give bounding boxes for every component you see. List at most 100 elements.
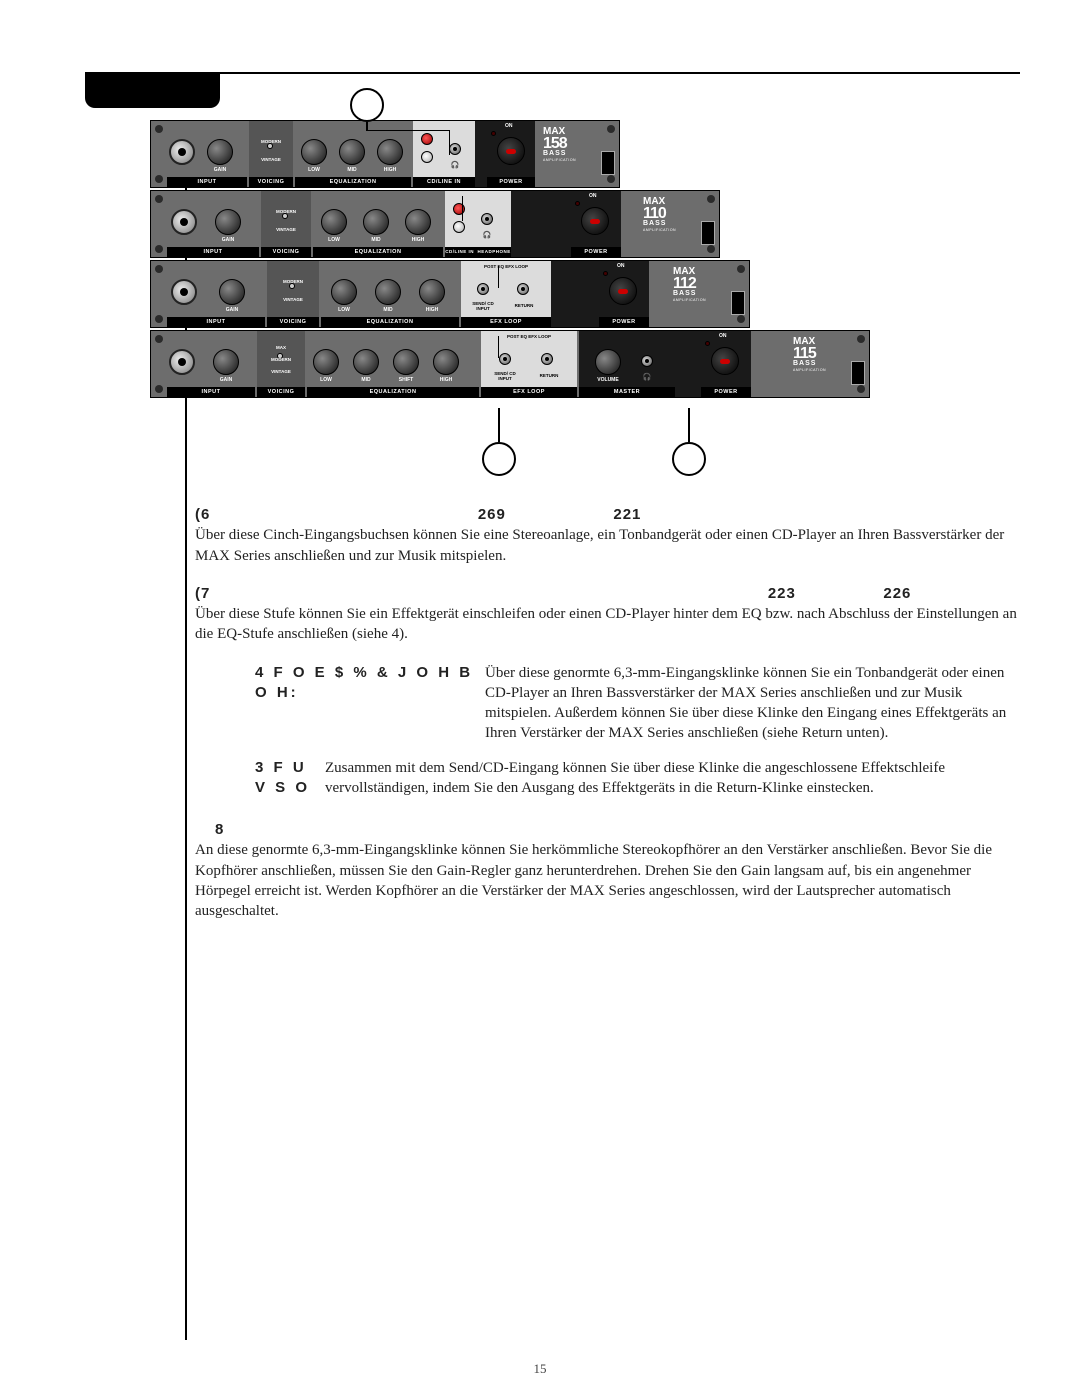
section-label: EQUALIZATION xyxy=(295,177,411,187)
rca-red-jack xyxy=(453,203,465,215)
gain-knob xyxy=(215,209,241,235)
modern-label: MODERN xyxy=(263,209,309,214)
chapter-tab xyxy=(85,72,220,108)
modern-label: MODERN xyxy=(269,279,317,284)
callout-connector xyxy=(498,266,499,288)
page-number: 15 xyxy=(0,1361,1080,1377)
screw-icon xyxy=(155,385,163,393)
mid-knob xyxy=(363,209,389,235)
section-label: CD/LINE IN HEADPHONE xyxy=(445,247,511,257)
return-jack xyxy=(541,353,553,365)
section-power: ON POWER xyxy=(701,331,751,397)
gain-knob xyxy=(207,139,233,165)
gain-label: GAIN xyxy=(219,307,245,313)
section-label: EQUALIZATION xyxy=(307,387,479,397)
section-label: MASTER xyxy=(579,387,675,397)
input-jack xyxy=(171,279,197,305)
power-led xyxy=(705,341,710,346)
on-label: ON xyxy=(719,333,727,339)
callout-line xyxy=(366,122,368,130)
return-body: Zusammen mit dem Send/CD-Eingang können … xyxy=(325,760,945,796)
amp-panels-figure: GAIN INPUT MODERN VINTAGE VOICING LOW MI… xyxy=(150,120,870,400)
low-label: LOW xyxy=(321,237,347,243)
headphone-jack xyxy=(481,213,493,225)
screw-icon xyxy=(155,195,163,203)
model-bass: BASS xyxy=(543,150,597,158)
section-voicing: MODERN VINTAGE VOICING xyxy=(267,261,319,327)
screw-icon xyxy=(155,175,163,183)
high-label: HIGH xyxy=(377,167,403,173)
divider xyxy=(511,191,571,257)
callout-connector xyxy=(366,130,450,131)
section-voicing: MAX MODERN VINTAGE VOICING xyxy=(257,331,305,397)
section-7: (7 223 226 Über diese Stufe können Sie e… xyxy=(195,584,1020,645)
section-label: VOICING xyxy=(261,247,311,257)
low-knob xyxy=(301,139,327,165)
low-label: LOW xyxy=(301,167,327,173)
mid-label: MID xyxy=(363,237,389,243)
section-6: (6 269 221 Über diese Cinch-Eingangsbuch… xyxy=(195,505,1020,566)
high-label: HIGH xyxy=(419,307,445,313)
callout-connector xyxy=(449,130,450,155)
headphone-icon: 🎧 xyxy=(635,373,659,381)
screw-icon xyxy=(155,265,163,273)
return-subsection: 3 F U V S O Zusammen mit dem Send/CD-Ein… xyxy=(195,758,1020,799)
section-label: INPUT xyxy=(167,387,255,397)
screw-icon xyxy=(857,385,865,393)
model-badge: MAX 112 BASS AMPLIFICATION xyxy=(673,267,727,303)
volume-knob xyxy=(595,349,621,375)
screw-icon xyxy=(607,125,615,133)
vintage-label: VINTAGE xyxy=(269,297,317,302)
section-label: EQUALIZATION xyxy=(313,247,443,257)
section-voicing: MODERN VINTAGE VOICING xyxy=(261,191,311,257)
amp-panel-max115: GAIN INPUT MAX MODERN VINTAGE VOICING LO… xyxy=(150,330,870,398)
callout-line xyxy=(688,408,690,442)
manual-text-content: (6 269 221 Über diese Cinch-Eingangsbuch… xyxy=(195,505,1020,939)
screw-icon xyxy=(707,245,715,253)
send-jack xyxy=(499,353,511,365)
headphone-jack xyxy=(449,143,461,155)
low-knob xyxy=(321,209,347,235)
gain-knob xyxy=(213,349,239,375)
model-num: 112 xyxy=(673,277,727,290)
send-jack xyxy=(477,283,489,295)
low-label: LOW xyxy=(331,307,357,313)
gain-label: GAIN xyxy=(215,237,241,243)
cdline-text: CD/LINE IN xyxy=(445,249,474,254)
efx-header: POST EQ EFX LOOP xyxy=(461,264,551,269)
sec8-body: An diese genormte 6,3-mm-Eingangsklinke … xyxy=(195,842,992,919)
section-label: EFX LOOP xyxy=(461,317,551,327)
section-power: ON POWER xyxy=(487,121,535,187)
cert-badge xyxy=(851,361,865,385)
section-eq: LOW MID HIGH EQUALIZATION xyxy=(313,191,443,257)
model-badge: MAX 158 BASS AMPLIFICATION xyxy=(543,127,597,163)
section-power: ON POWER xyxy=(571,191,621,257)
input-jack xyxy=(171,209,197,235)
callout-circle-7 xyxy=(482,442,516,476)
mid-knob xyxy=(353,349,379,375)
section-eq: LOW MID SHIFT HIGH EQUALIZATION xyxy=(307,331,479,397)
divider xyxy=(475,121,487,187)
modern-label: MODERN xyxy=(259,357,303,362)
return-label: RETURN xyxy=(509,303,539,308)
high-knob xyxy=(433,349,459,375)
section-input: GAIN INPUT xyxy=(167,191,259,257)
model-num: 110 xyxy=(643,207,697,220)
headphone-icon: 🎧 xyxy=(475,231,499,239)
section-label: VOICING xyxy=(257,387,305,397)
model-amp: AMPLIFICATION xyxy=(673,298,727,303)
return-label: RETURN xyxy=(533,373,565,378)
return-jack xyxy=(517,283,529,295)
section-label: EQUALIZATION xyxy=(321,317,459,327)
cert-badge xyxy=(601,151,615,175)
vintage-label: VINTAGE xyxy=(263,227,309,232)
on-label: ON xyxy=(589,193,597,199)
sec7-num1: 223 xyxy=(768,585,796,602)
model-amp: AMPLIFICATION xyxy=(793,368,847,373)
send-label: SEND/ CD INPUT xyxy=(487,371,523,381)
send-body: Über diese genormte 6,3-mm-Eingangsklink… xyxy=(485,665,1006,742)
on-label: ON xyxy=(617,263,625,269)
high-knob xyxy=(405,209,431,235)
model-bass: BASS xyxy=(643,220,697,228)
high-label: HIGH xyxy=(405,237,431,243)
